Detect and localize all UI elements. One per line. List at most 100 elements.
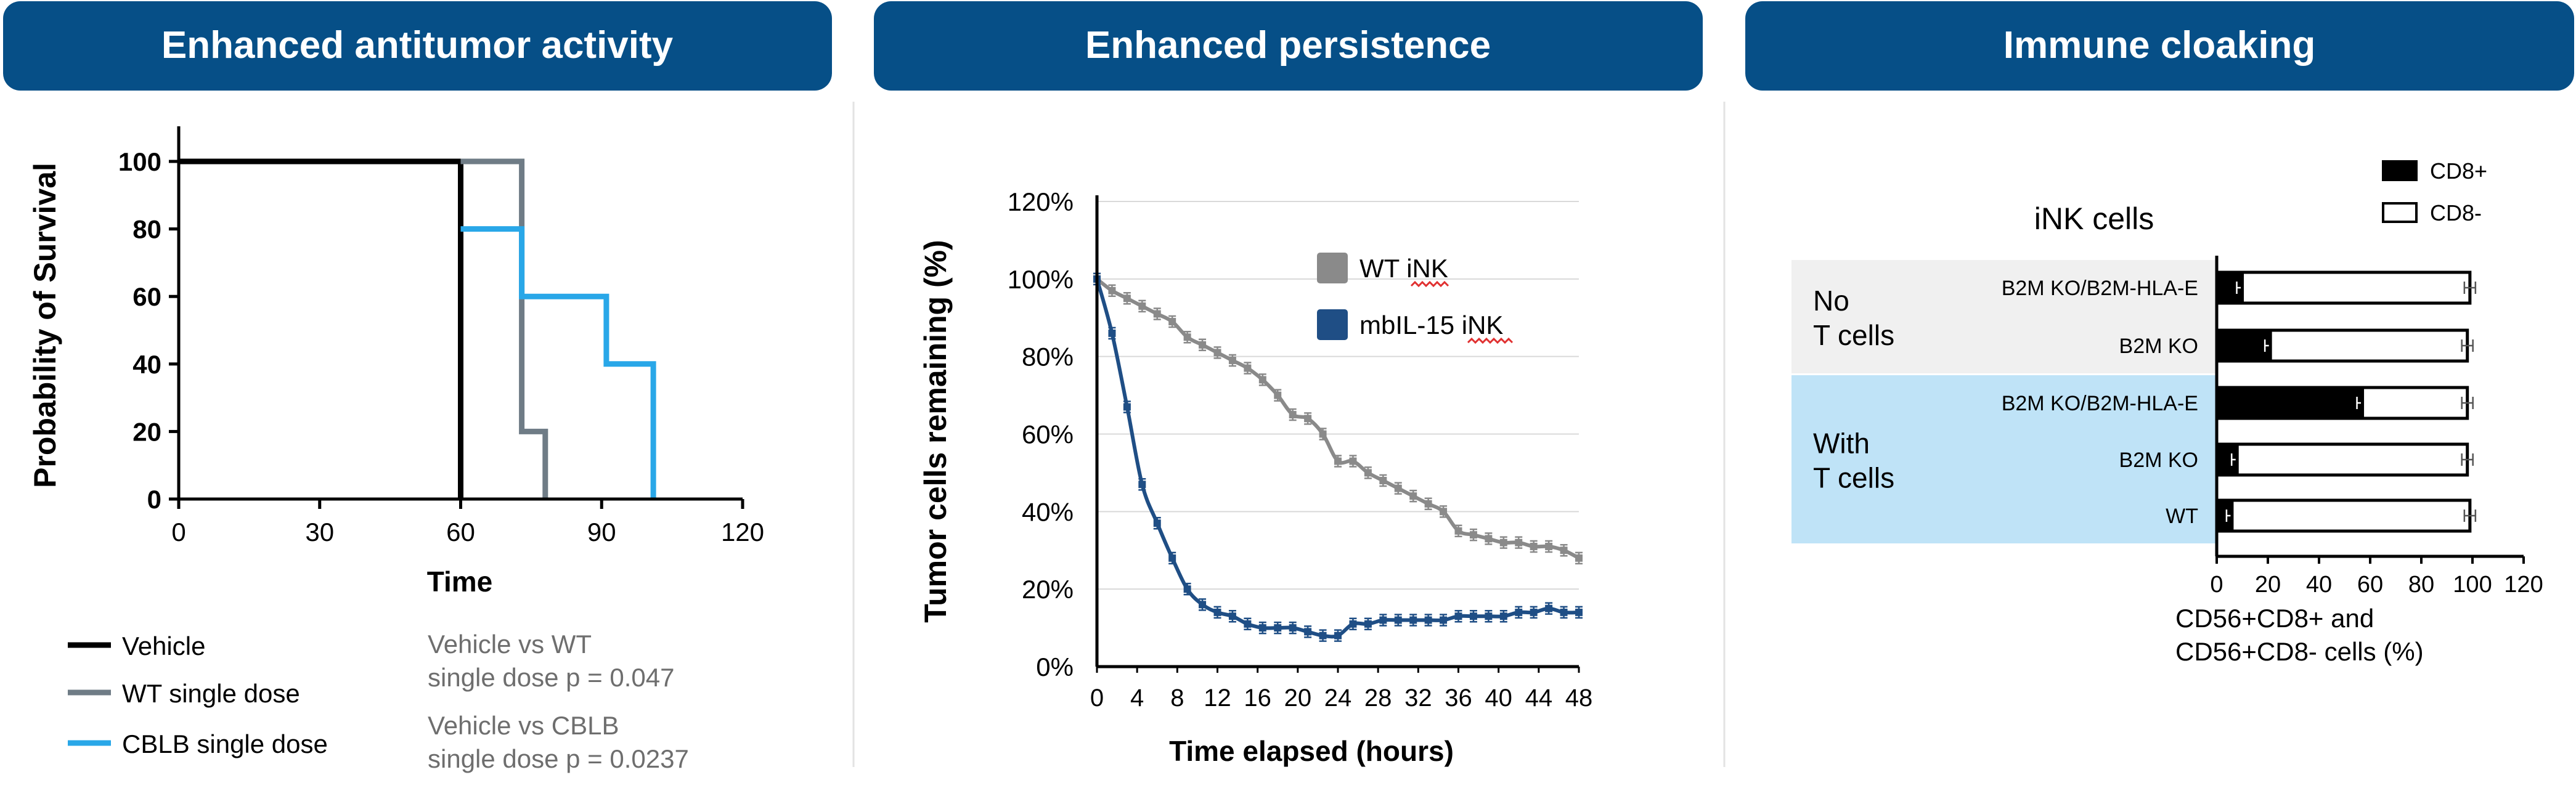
- cloaking-row-label: B2M KO: [2119, 335, 2198, 358]
- cloaking-group-1-background: [1791, 375, 2217, 543]
- persistence-series-0-point: [1258, 376, 1266, 384]
- persistence-x-tick-label: 28: [1364, 684, 1392, 712]
- persistence-series-1-point: [1575, 608, 1583, 616]
- persistence-series-1-line: [1095, 278, 1579, 639]
- cloaking-group-0-background: [1791, 260, 2217, 373]
- persistence-x-tick-label: 48: [1565, 684, 1593, 712]
- cloaking-row-label: B2M KO/B2M-HLA-E: [2002, 277, 2198, 300]
- persistence-y-tick-label: 60%: [1022, 420, 1074, 449]
- persistence-series-0-point: [1319, 430, 1327, 438]
- annotation-wt-line1: Vehicle vs WT: [428, 630, 592, 659]
- persistence-series-0-point: [1379, 477, 1387, 484]
- persistence-y-tick-label: 120%: [1008, 187, 1074, 216]
- persistence-y-tick-label: 100%: [1008, 265, 1074, 294]
- legend-mbil15-ink-swatch: [1317, 309, 1348, 340]
- cloaking-row-label: B2M KO: [2119, 449, 2198, 472]
- persistence-series-0-point: [1289, 411, 1297, 419]
- persistence-series-0-point: [1575, 554, 1583, 562]
- persistence-series-1-point: [1123, 403, 1131, 411]
- persistence-series-0-point: [1364, 469, 1372, 477]
- annotation-cblb-line2: single dose p = 0.0237: [428, 744, 689, 773]
- persistence-series-0-point: [1440, 508, 1448, 516]
- persistence-series-1-point: [1379, 616, 1387, 624]
- persistence-series-1-point: [1153, 519, 1161, 527]
- cloaking-group-1-label-line2: T cells: [1813, 462, 1894, 494]
- legend-cd8-positive-swatch: [2382, 160, 2418, 181]
- legend-vehicle-label: Vehicle: [122, 632, 205, 660]
- survival-annotations: Vehicle vs WT single dose p = 0.047 Vehi…: [428, 630, 689, 773]
- persistence-y-tick-label: 0%: [1036, 652, 1074, 681]
- cloaking-bar-cd8-negative: [2230, 498, 2472, 533]
- persistence-series-0-point: [1244, 364, 1252, 372]
- cloaking-error-bar: [2461, 453, 2474, 466]
- legend-cd8-positive-label: CD8+: [2430, 158, 2487, 184]
- survival-x-tick-label: 0: [171, 518, 185, 546]
- persistence-series-0-point: [1349, 457, 1357, 465]
- persistence-x-tick-label: 20: [1284, 684, 1312, 712]
- persistence-series-1-point: [1304, 628, 1312, 636]
- persistence-series-1-point: [1515, 608, 1523, 616]
- persistence-series-0-point: [1168, 318, 1176, 326]
- persistence-series-1-point: [1274, 624, 1282, 632]
- persistence-series-1-point: [1168, 554, 1176, 562]
- cloaking-chart: iNK cells CD56+CD8+ and CD56+CD8- cells …: [1791, 158, 2543, 666]
- persistence-legend: WT iNK mbIL-15 iNK: [1317, 253, 1514, 344]
- cloaking-x-tick-label: 40: [2306, 572, 2332, 598]
- legend-wt-ink-swatch: [1317, 253, 1348, 283]
- legend-cd8-negative-label: CD8-: [2430, 200, 2482, 225]
- persistence-series-1-point: [1183, 585, 1191, 593]
- persistence-series-0-point: [1153, 310, 1161, 318]
- legend-wt-ink-spellcheck-squiggle: [1410, 280, 1449, 288]
- persistence-series-1-point: [1258, 624, 1266, 632]
- panel-3-header: Immune cloaking: [1745, 1, 2574, 91]
- cloaking-row-label: B2M KO/B2M-HLA-E: [2002, 392, 2198, 415]
- persistence-series-1-point: [1454, 612, 1462, 620]
- persistence-series-1-point: [1213, 608, 1221, 616]
- persistence-chart: Tumor cells remaining (%) Time elapsed (…: [918, 187, 1592, 767]
- survival-series-1-line: [460, 158, 548, 499]
- persistence-series-0-point: [1123, 294, 1131, 303]
- persistence-series-0-point: [1183, 333, 1191, 341]
- persistence-series-0-point: [1394, 484, 1402, 492]
- legend-mbil15-ink-label: mbIL-15 iNK: [1359, 311, 1503, 339]
- persistence-series-0-point: [1304, 415, 1312, 423]
- legend-wt-ink-label: WT iNK: [1359, 254, 1448, 283]
- persistence-series-0-point: [1213, 349, 1221, 357]
- cloaking-error-bar: [2463, 510, 2477, 522]
- persistence-gridlines: [1097, 201, 1579, 590]
- cloaking-group-0-label-line1: No: [1813, 285, 1849, 317]
- persistence-series-1-point: [1499, 612, 1507, 620]
- legend-mbil15-ink-spellcheck-squiggle: [1467, 337, 1514, 344]
- persistence-x-tick-label: 40: [1485, 684, 1512, 712]
- persistence-x-tick-label: 32: [1404, 684, 1432, 712]
- persistence-series-1-point: [1108, 329, 1116, 337]
- persistence-series-1-point: [1199, 601, 1207, 609]
- survival-y-tick-label: 40: [132, 350, 161, 379]
- cloaking-bar-cd8-negative: [2268, 328, 2469, 363]
- persistence-series-1-point: [1244, 620, 1252, 628]
- persistence-series-0-point: [1228, 356, 1236, 364]
- survival-series-2-line: [460, 226, 656, 499]
- survival-legend: Vehicle WT single dose CBLB single dose: [68, 632, 328, 758]
- persistence-x-axis-label: Time elapsed (hours): [1169, 735, 1454, 767]
- cloaking-x-tick-label: 100: [2453, 572, 2492, 598]
- cloaking-error-bar: [2461, 397, 2474, 409]
- cloaking-x-tick-label: 20: [2255, 572, 2281, 598]
- cloaking-legend: CD8+ CD8-: [2382, 158, 2487, 225]
- legend-wt-single-label: WT single dose: [122, 679, 300, 708]
- persistence-series-0-point: [1485, 535, 1493, 543]
- cloaking-chart-title: iNK cells: [2034, 201, 2154, 236]
- cloaking-bar-cd8-negative: [2235, 442, 2469, 477]
- persistence-series-1-point: [1394, 616, 1402, 624]
- panel-2-banner: [874, 1, 1703, 91]
- persistence-series-0-point: [1454, 527, 1462, 535]
- persistence-series-0-point: [1108, 286, 1116, 294]
- persistence-y-axis-label: Tumor cells remaining (%): [918, 240, 953, 622]
- survival-x-tick-label: 120: [721, 518, 764, 546]
- cloaking-bar-cd8-positive: [2215, 386, 2365, 420]
- persistence-series-1-point: [1228, 612, 1236, 620]
- cloaking-x-tick-label: 0: [2210, 572, 2223, 598]
- persistence-y-tick-label: 80%: [1022, 343, 1074, 372]
- cloaking-group-1-label-line1: With: [1813, 428, 1870, 460]
